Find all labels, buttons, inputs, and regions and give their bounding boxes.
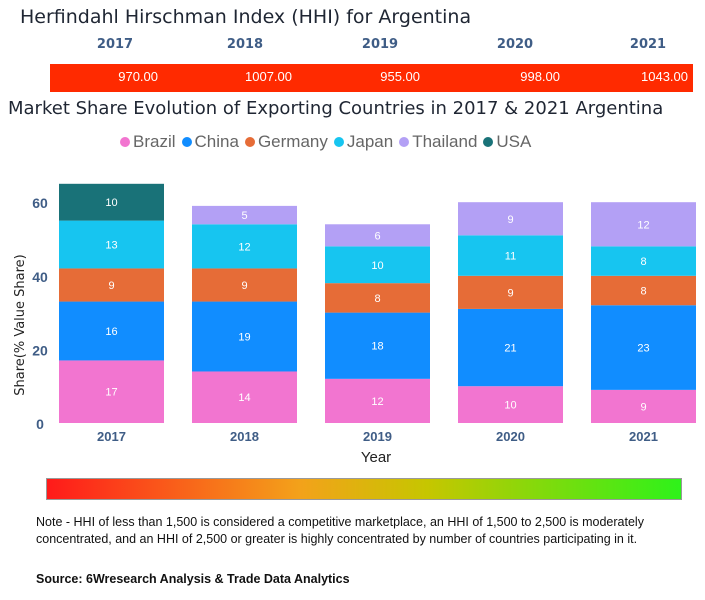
source-text: Source: 6Wresearch Analysis & Trade Data… [36, 572, 350, 586]
legend-item[interactable]: USA [483, 132, 531, 152]
legend-item[interactable]: China [181, 132, 239, 152]
stacked-bar-chart: 0 20 40 60 17 16 9 13 10 2017 14 19 9 12 5 2018 12 18 8 10 6… [13, 183, 696, 466]
legend-label: Thailand [412, 132, 478, 151]
note-text: Note - HHI of less than 1,500 is conside… [36, 515, 644, 546]
bar-segment-germany [59, 268, 164, 302]
hhi-year-label: 2017 [96, 37, 134, 52]
bar-segment-china [59, 301, 164, 361]
data-label: 21 [504, 343, 516, 355]
data-label: 8 [640, 256, 646, 268]
data-label: 5 [241, 210, 247, 222]
y-axis-title: Share(% Value Share) [13, 254, 28, 396]
bar-segment-thailand [325, 224, 430, 247]
x-tick-label: 2021 [629, 429, 658, 444]
bar-segment-japan [325, 246, 430, 284]
bar-segment-germany [325, 283, 430, 313]
bar-segment-germany [591, 275, 696, 306]
data-label: 9 [640, 401, 646, 413]
legend-label: Germany [257, 132, 328, 151]
bar-segment-brazil [591, 389, 696, 423]
bar-segment-japan [591, 246, 696, 276]
legend-dot-icon [181, 137, 192, 147]
y-tick-label: 60 [32, 195, 48, 211]
legend-label: Brazil [133, 132, 176, 151]
x-tick-label: 2018 [230, 429, 259, 444]
legend-item[interactable]: Japan [333, 132, 394, 152]
y-tick-label: 0 [36, 416, 44, 432]
data-label: 23 [637, 343, 649, 355]
hhi-year-label: 2021 [629, 37, 667, 52]
data-label: 12 [238, 241, 250, 253]
bar-segment-brazil [192, 371, 297, 423]
bar-segment-brazil [59, 360, 164, 423]
data-label: 19 [238, 332, 250, 344]
bar-segment-thailand [591, 202, 696, 247]
x-tick-label: 2017 [97, 429, 126, 444]
hhi-year-label: 2018 [226, 37, 264, 52]
data-label: 16 [105, 326, 117, 338]
hhi-value: 955.00 [380, 69, 420, 84]
data-label: 14 [238, 392, 250, 404]
hhi-gradient-scale [46, 478, 682, 500]
bar-segment-japan [458, 235, 563, 276]
legend-item[interactable]: Germany [244, 132, 328, 152]
hhi-year-label: 2019 [361, 37, 399, 52]
hhi-value: 998.00 [520, 69, 560, 84]
data-label: 10 [105, 197, 117, 209]
legend-dot-icon [120, 137, 130, 147]
legend: Brazil China Germany Japan Thailand USA [120, 132, 531, 152]
chart-title: Market Share Evolution of Exporting Coun… [8, 98, 664, 119]
bar-segment-germany [192, 268, 297, 302]
legend-item[interactable]: Brazil [120, 132, 176, 152]
bar-segment-germany [458, 275, 563, 309]
bar-segment-thailand [192, 205, 297, 225]
data-label: 18 [371, 341, 383, 353]
bar-segment-japan [59, 220, 164, 269]
legend-dot-icon [333, 137, 344, 147]
bar-segment-china [325, 312, 430, 379]
hhi-value: 970.00 [118, 69, 158, 84]
x-axis-title: Year [361, 449, 391, 466]
data-label: 8 [374, 293, 380, 305]
y-tick-label: 20 [32, 342, 48, 358]
data-label: 12 [637, 219, 649, 231]
data-label: 8 [640, 286, 646, 298]
legend-dot-icon [399, 137, 410, 147]
x-tick-label: 2019 [363, 429, 392, 444]
legend-dot-icon [483, 137, 494, 147]
bar-segment-japan [192, 224, 297, 269]
bar-segment-brazil [325, 378, 430, 423]
bar-segment-thailand [458, 202, 563, 236]
data-label: 9 [507, 287, 513, 299]
data-label: 9 [507, 214, 513, 226]
hhi-year-label: 2020 [496, 37, 534, 52]
legend-label: USA [496, 132, 532, 151]
legend-item[interactable]: Thailand [399, 132, 477, 152]
data-label: 12 [371, 396, 383, 408]
data-label: 10 [371, 260, 383, 272]
legend-dot-icon [244, 137, 255, 147]
data-label: 9 [241, 280, 247, 292]
bar-segment-usa [59, 183, 164, 221]
data-label: 11 [505, 251, 516, 263]
y-tick-label: 40 [32, 269, 48, 285]
hhi-bar [50, 64, 693, 92]
hhi-value: 1007.00 [245, 69, 292, 84]
data-label: 6 [374, 230, 380, 242]
bar-segment-china [591, 305, 696, 390]
data-label: 13 [105, 240, 117, 252]
bar-segment-china [192, 301, 297, 372]
legend-label: Japan [346, 132, 394, 151]
data-label: 17 [105, 387, 117, 399]
legend-label: China [194, 132, 239, 151]
bar-segment-china [458, 308, 563, 387]
x-tick-label: 2020 [496, 429, 525, 444]
data-label: 10 [504, 400, 516, 412]
hhi-value: 1043.00 [641, 69, 688, 84]
data-label: 9 [108, 280, 114, 292]
bar-segment-brazil [458, 386, 563, 423]
hhi-title: Herfindahl Hirschman Index (HHI) for Arg… [20, 6, 472, 28]
